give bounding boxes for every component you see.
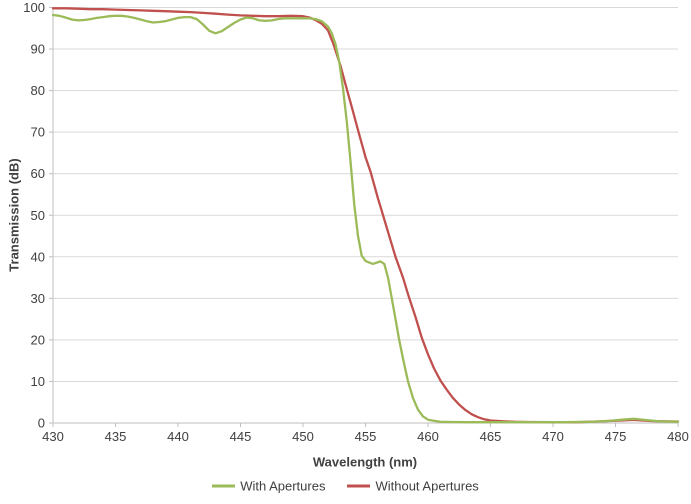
- legend-label: With Apertures: [240, 478, 326, 494]
- x-tick-label: 445: [230, 429, 252, 444]
- y-tick-label: 100: [23, 0, 45, 15]
- x-tick-label: 470: [542, 429, 564, 444]
- x-tick-label: 460: [417, 429, 439, 444]
- x-tick-label: 450: [292, 429, 314, 444]
- y-tick-label: 60: [31, 166, 45, 181]
- legend-label: Without Apertures: [375, 478, 479, 494]
- legend-line-swatch: [212, 484, 236, 488]
- legend-item-with-apertures: With Apertures: [212, 479, 325, 494]
- x-tick-label: 440: [167, 429, 189, 444]
- y-axis-title: Transmission (dB): [6, 158, 22, 272]
- y-tick-label: 30: [31, 291, 45, 306]
- x-tick-label: 465: [480, 429, 502, 444]
- y-tick-label: 0: [38, 416, 45, 431]
- y-tick-label: 80: [31, 83, 45, 98]
- y-tick-label: 40: [31, 249, 45, 264]
- series-line-with-apertures: [51, 13, 680, 424]
- y-tick-label: 50: [31, 208, 45, 223]
- series-line-without-apertures: [51, 7, 680, 424]
- x-tick-label: 455: [355, 429, 377, 444]
- legend-item-without-apertures: Without Apertures: [347, 478, 479, 494]
- x-tick-label: 430: [42, 429, 64, 444]
- legend: With Apertures Without Apertures: [0, 479, 691, 494]
- y-tick-label: 70: [31, 125, 45, 140]
- x-tick-label: 480: [667, 429, 689, 444]
- legend-line-swatch: [347, 484, 371, 488]
- y-tick-label: 20: [31, 332, 45, 347]
- x-tick-label: 435: [105, 429, 127, 444]
- x-axis-title: Wavelength (nm): [312, 454, 418, 470]
- y-tick-label: 10: [31, 374, 45, 389]
- y-tick-label: 90: [31, 42, 45, 57]
- x-tick-label: 475: [605, 429, 627, 444]
